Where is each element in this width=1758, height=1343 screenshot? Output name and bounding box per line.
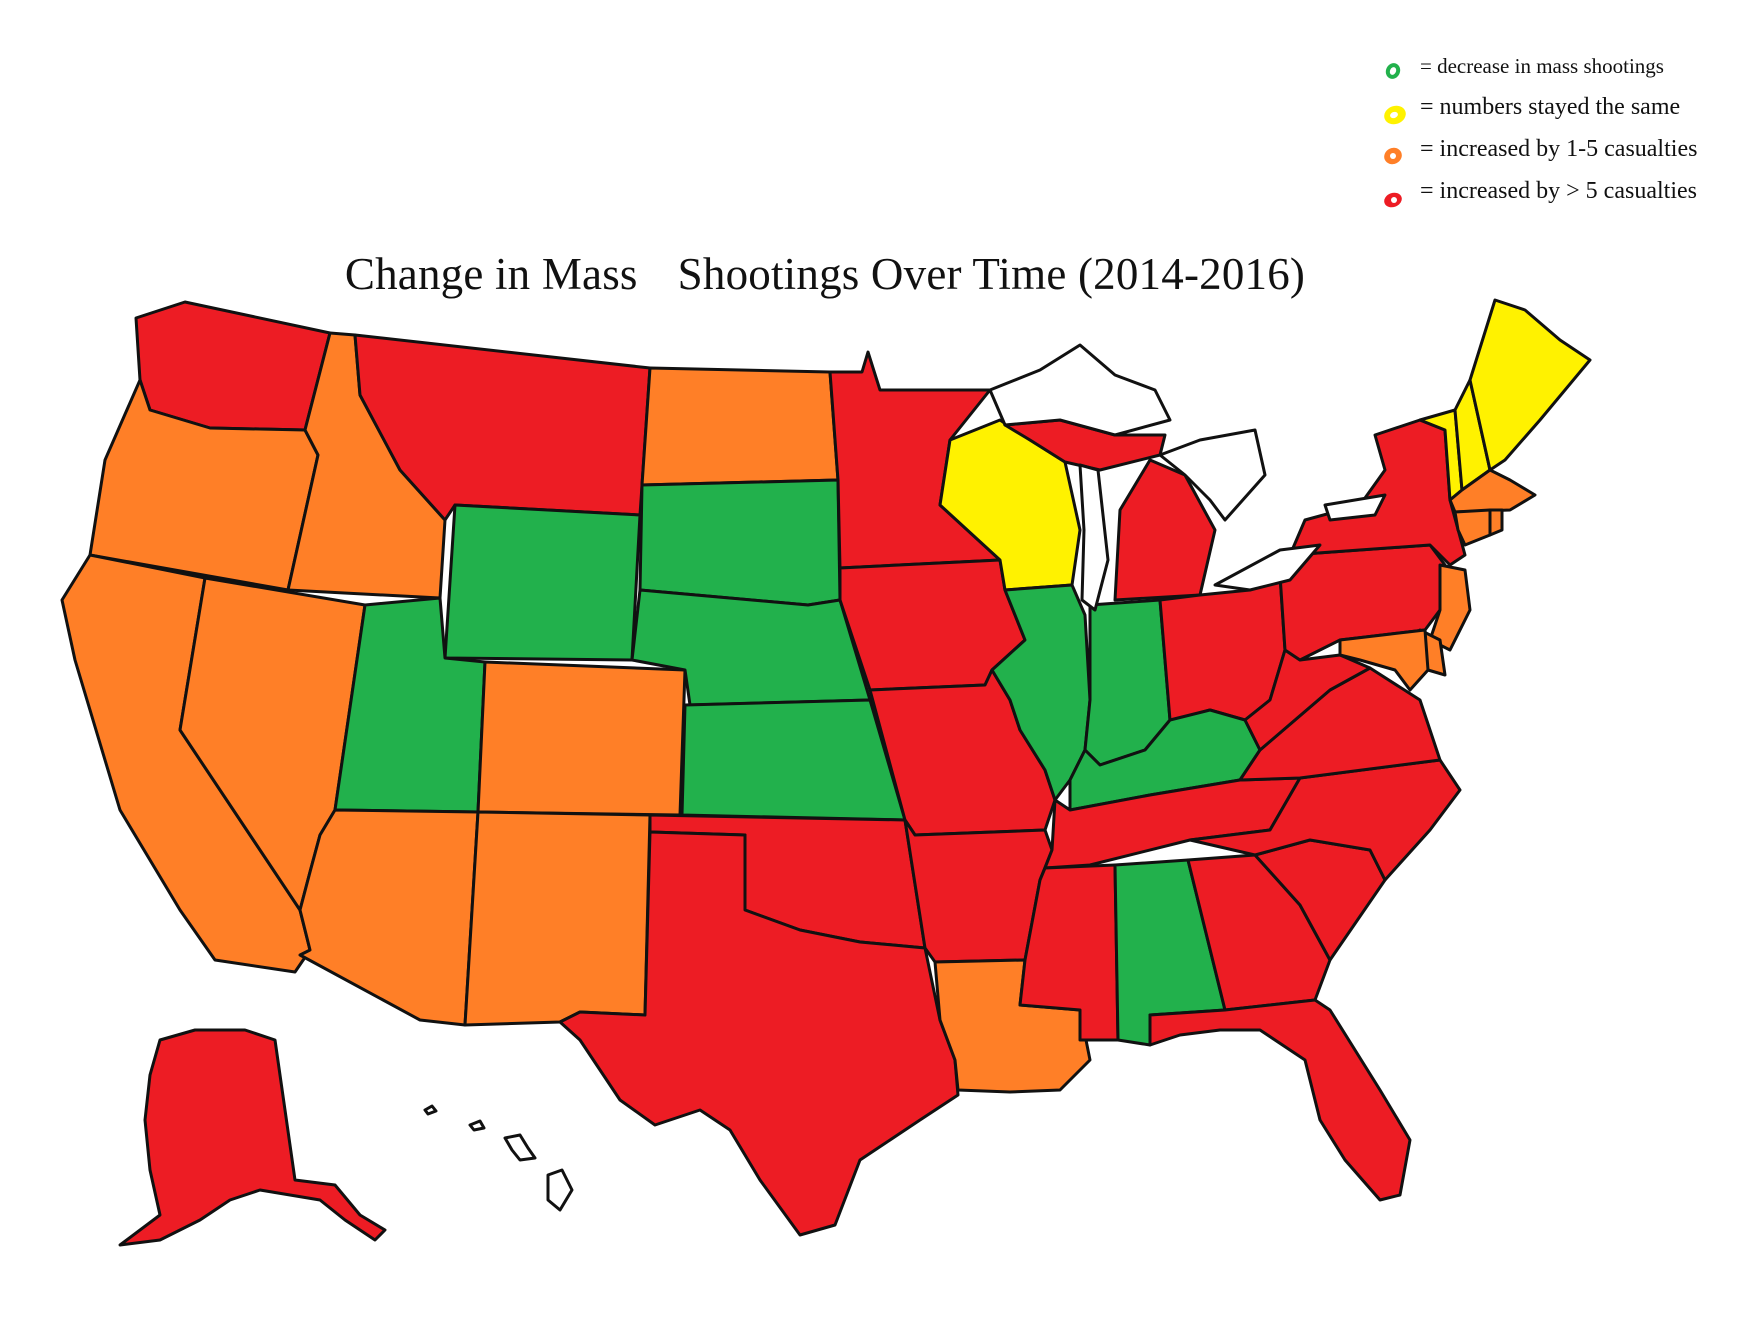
legend-item-small-increase: = increased by 1-5 casualties [1380,136,1750,178]
lake-erie [1213,543,1322,592]
orange-swatch-icon [1384,147,1402,165]
state-FL [1148,998,1412,1202]
state-WA [134,300,332,432]
title-part-2: Shootings Over Time (2014-2016) [677,249,1306,299]
state-RI [1488,508,1504,537]
lake-ontario [1323,493,1387,522]
legend-label-large-increase: = increased by > 5 casualties [1420,178,1697,204]
lake-michigan [1078,463,1110,612]
legend-label-decrease: = decrease in mass shootings [1420,54,1664,78]
lake-superior [988,343,1172,437]
green-swatch-icon [1385,63,1401,79]
state-AZ [298,808,480,1027]
state-TX [558,830,960,1237]
legend-item-large-increase: = increased by > 5 casualties [1380,178,1750,220]
state-AK [118,1028,387,1247]
state-NY [1288,418,1467,567]
state-NJ [1428,563,1472,652]
state-WY [443,503,642,662]
state-ND [640,366,840,487]
state-ME [1468,298,1592,472]
state-CO [476,660,687,817]
state-CT [1453,508,1492,547]
title-part-1: Change in Mass [344,249,638,299]
legend-item-same: = numbers stayed the same [1380,94,1750,136]
yellow-swatch-icon [1384,105,1406,125]
legend-label-same: = numbers stayed the same [1420,94,1681,120]
state-WV [1243,648,1372,752]
legend-item-decrease: = decrease in mass shootings [1380,52,1750,94]
state-HI [423,1104,574,1212]
state-KS [680,698,907,822]
state-OH [1158,573,1287,722]
legend-label-small-increase: = increased by 1-5 casualties [1420,136,1698,162]
legend: = decrease in mass shootings = numbers s… [1380,52,1750,220]
state-NM [463,810,652,1027]
state-MD [1338,628,1430,692]
lake-huron [1158,428,1267,522]
state-SD [638,478,842,607]
red-swatch-icon [1384,192,1402,208]
map-title: Change in Mass Shootings Over Time (2014-… [0,248,1650,300]
